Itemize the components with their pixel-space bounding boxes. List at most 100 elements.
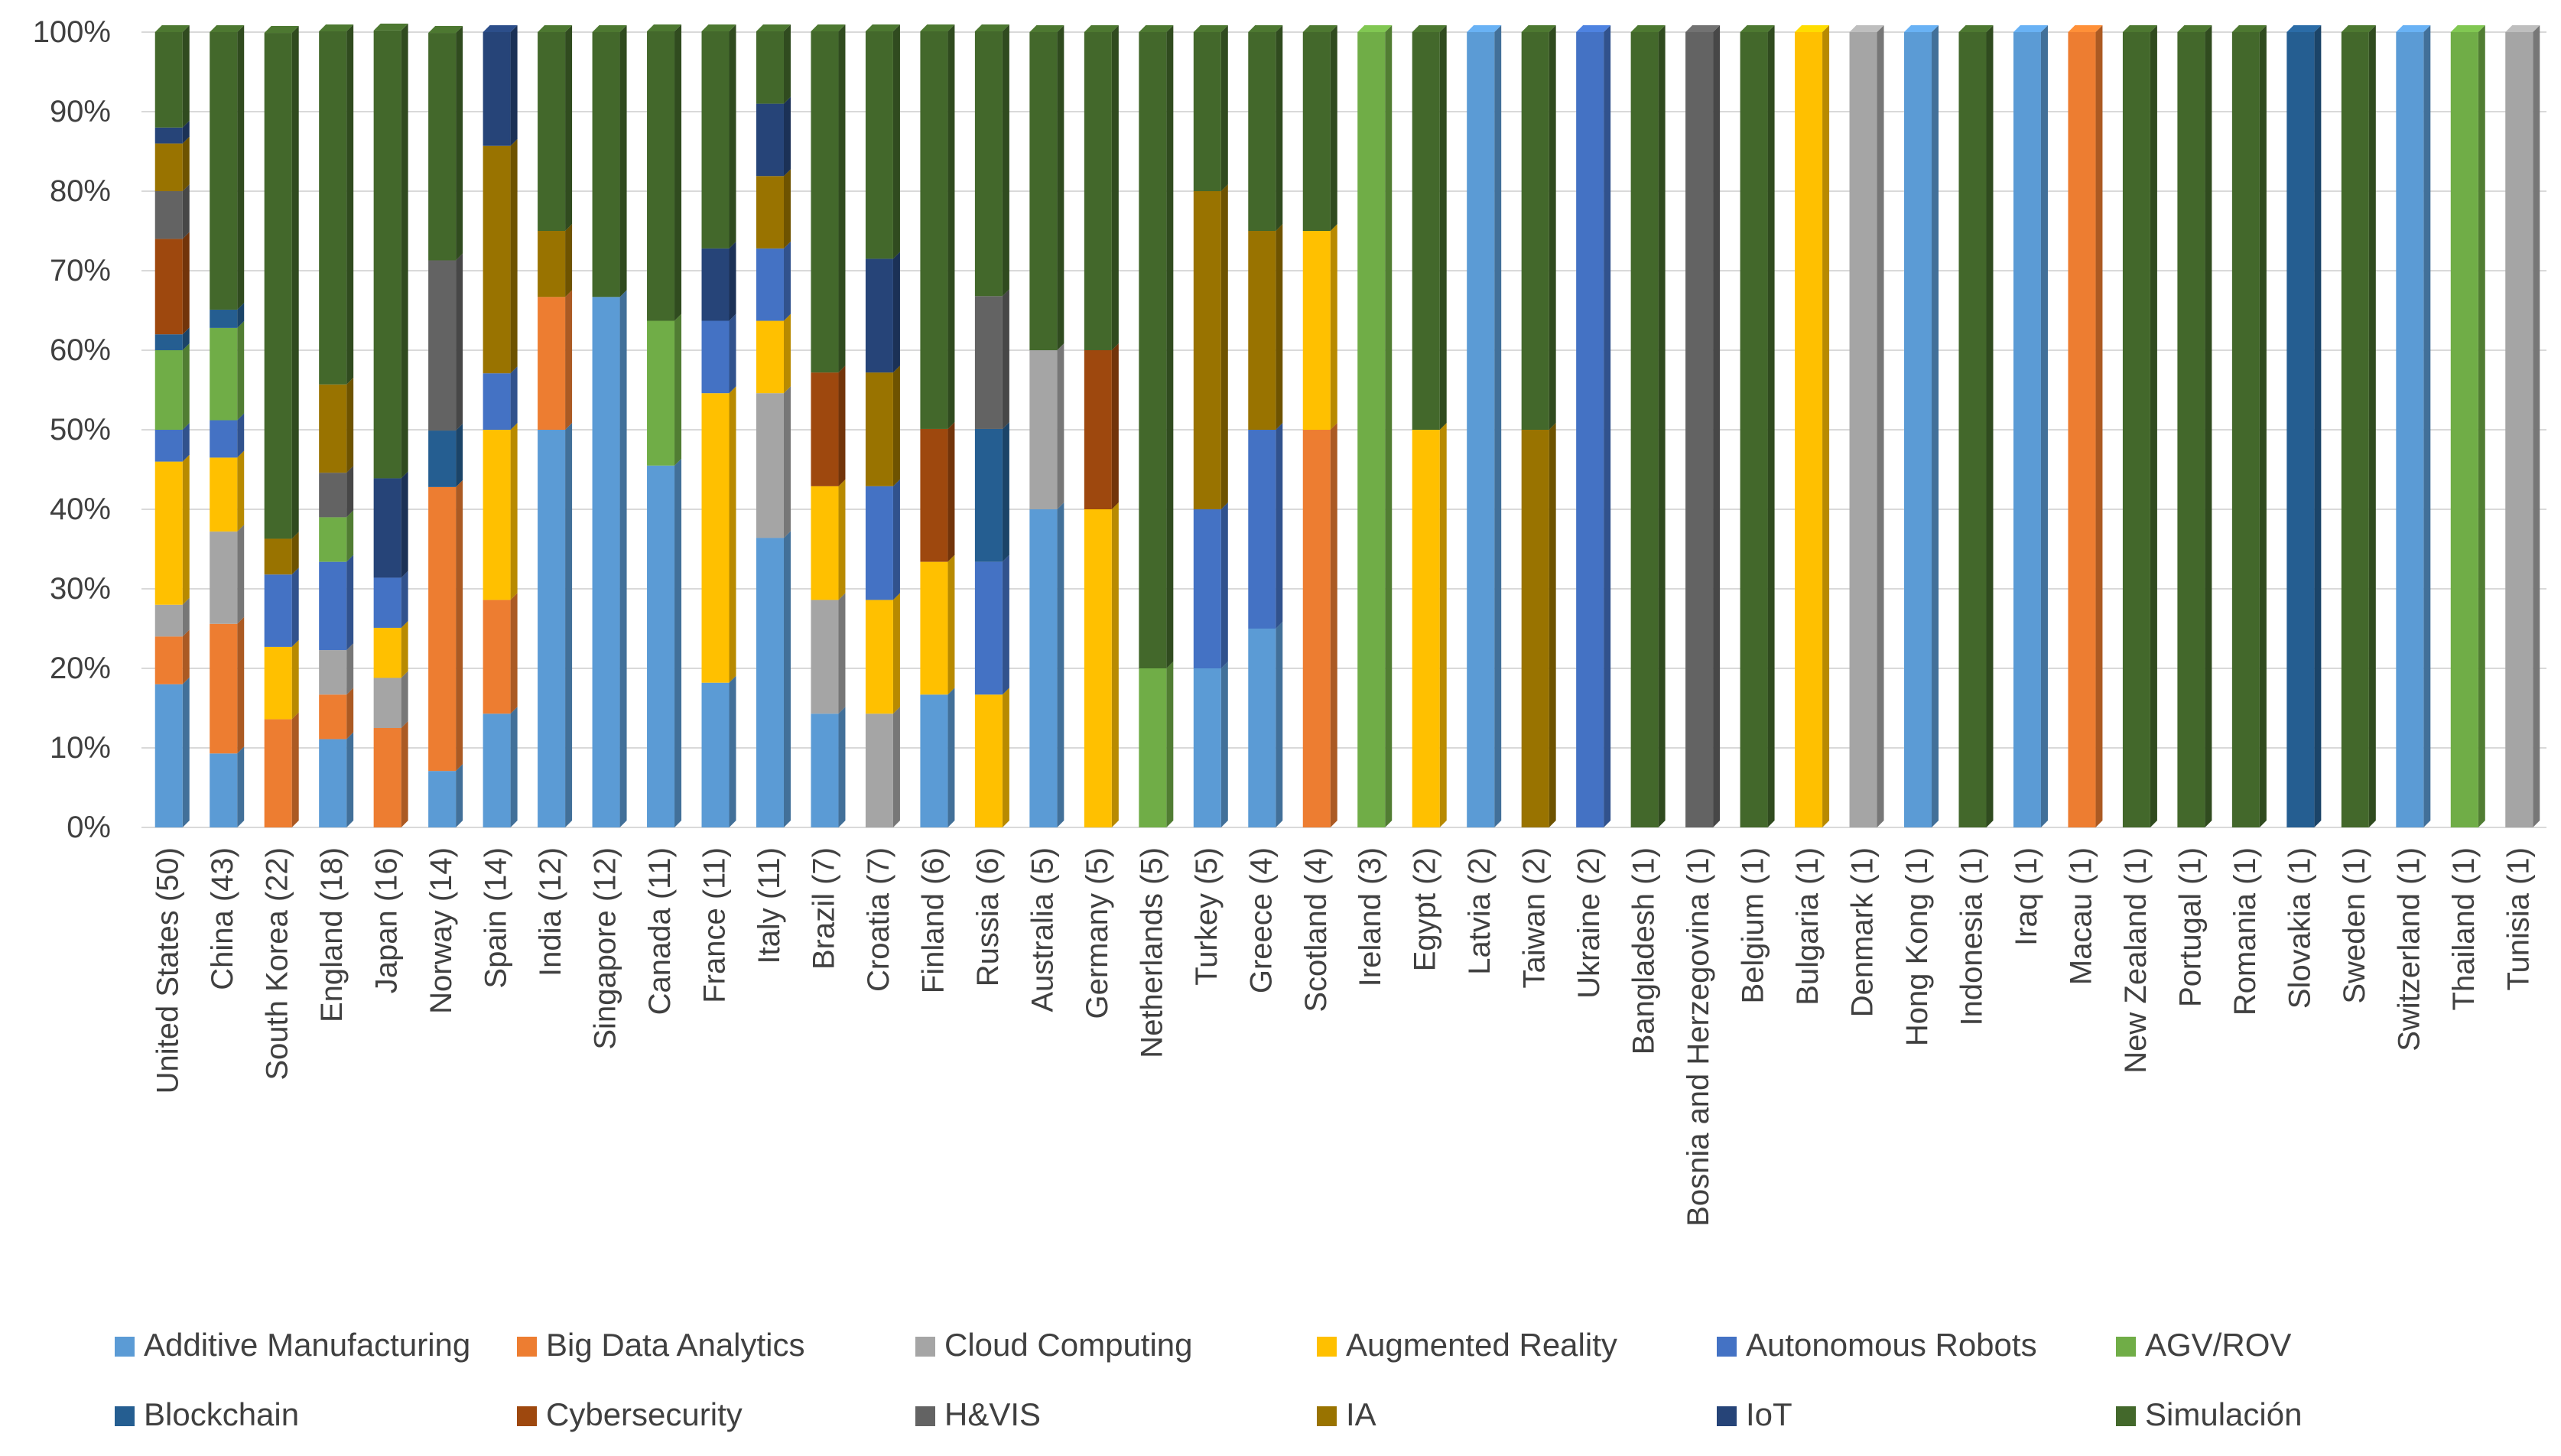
bar-segment-side — [2423, 25, 2431, 827]
bar-segment-iot — [154, 127, 183, 144]
bar-top-face — [974, 24, 1009, 31]
bar-segment-side — [674, 24, 682, 321]
bar-scotland-4 — [1302, 25, 1337, 827]
bar-segment-cloud-computing — [319, 650, 347, 695]
bar-segment-side — [783, 531, 791, 827]
bar-segment-side — [1494, 25, 1502, 827]
bar-top-face — [701, 24, 736, 31]
bar-segment-big-data-analytics — [373, 728, 401, 827]
bar-segment-cybersecurity — [920, 428, 948, 562]
bar-segment-additive-manufacturing — [210, 753, 238, 827]
x-tick-label: Croatia (7) — [862, 847, 895, 992]
bar-segment-side — [1276, 622, 1283, 827]
x-tick-label: Netherlands (5) — [1135, 847, 1168, 1058]
bar-hong-kong-1 — [1904, 25, 1939, 827]
x-tick-label: Egypt (2) — [1409, 847, 1442, 971]
x-tick-label: Russia (6) — [971, 847, 1005, 986]
bar-segment-ia — [154, 143, 183, 191]
bar-segment-side — [1166, 25, 1174, 668]
x-tick-label: England (18) — [315, 847, 349, 1022]
bar-segment-cloud-computing — [154, 604, 183, 637]
legend-item-cybersecurity: Cybersecurity — [517, 1396, 743, 1432]
x-tick-label: Hong Kong (1) — [1900, 847, 1934, 1046]
bar-top-face — [865, 24, 900, 31]
bar-bosnia-and-herzegovina-1 — [1685, 25, 1721, 827]
legend-label: Augmented Reality — [1346, 1327, 1617, 1363]
bar-segment-side — [1111, 25, 1119, 350]
x-tick-label: Spain (14) — [479, 847, 513, 989]
bar-segment-cybersecurity — [1084, 350, 1112, 509]
legend-label: AGV/ROV — [2145, 1327, 2291, 1363]
x-tick-label: Taiwan (2) — [1518, 847, 1552, 989]
x-tick-label: Denmark (1) — [1846, 847, 1880, 1017]
bar-segment-side — [237, 450, 245, 532]
bar-segment-autonomous-robots — [264, 574, 292, 647]
bar-segment-simulaci-n — [1084, 32, 1112, 350]
bar-segment-side — [1658, 25, 1666, 827]
x-tick-label: China (43) — [206, 847, 239, 990]
bar-segment-side — [346, 732, 354, 827]
bar-segment-autonomous-robots — [701, 320, 730, 394]
bar-indonesia-1 — [1958, 25, 1994, 827]
bar-segment-side — [346, 510, 354, 562]
bar-segment-side — [291, 567, 299, 647]
bar-segment-side — [291, 639, 299, 720]
bar-segment-h-vis — [428, 260, 457, 431]
bar-ukraine-2 — [1576, 25, 1611, 827]
bar-taiwan-2 — [1521, 25, 1556, 827]
bar-segment-iot — [483, 32, 511, 146]
bar-segment-side — [1767, 25, 1775, 827]
bar-segment-autonomous-robots — [210, 420, 238, 458]
legend-label: Cloud Computing — [944, 1327, 1193, 1363]
legend-item-agv-rov: AGV/ROV — [2116, 1327, 2291, 1363]
bar-segment-h-vis — [974, 296, 1003, 429]
bar-segment-side — [1385, 25, 1393, 827]
bar-segment-side — [1220, 502, 1228, 668]
bar-segment-autonomous-robots — [1193, 509, 1221, 668]
bar-turkey-5 — [1193, 25, 1228, 827]
bar-segment-side — [1439, 25, 1447, 430]
bar-germany-5 — [1084, 25, 1119, 827]
bar-segment-side — [456, 424, 463, 487]
bar-segment-side — [182, 136, 190, 191]
bar-segment-side — [1604, 25, 1611, 827]
bar-segment-side — [729, 241, 736, 321]
x-tick-label: Belgium (1) — [1737, 847, 1770, 1004]
legend-swatch — [915, 1406, 935, 1426]
bar-top-face — [1302, 25, 1337, 32]
bar-sweden-1 — [2341, 25, 2376, 827]
bar-segment-augmented-reality — [210, 457, 238, 532]
bar-segment-side — [182, 120, 190, 144]
bar-top-face — [1412, 25, 1447, 32]
bar-segment-cloud-computing — [811, 600, 839, 714]
bar-segment-agv-rov — [2450, 32, 2478, 827]
bar-segment-side — [182, 184, 190, 239]
bar-segment-additive-manufacturing — [538, 430, 566, 827]
bar-segment-side — [838, 593, 846, 714]
bar-segment-simulaci-n — [1521, 32, 1549, 430]
bar-segment-side — [729, 675, 736, 827]
x-tick-label: Scotland (4) — [1299, 847, 1333, 1012]
bar-france-11 — [701, 24, 736, 827]
bar-segment-h-vis — [154, 191, 183, 239]
bar-segment-side — [182, 629, 190, 684]
bar-segment-side — [401, 471, 408, 578]
bar-segment-side — [2205, 25, 2212, 827]
x-tick-label: Macau (1) — [2064, 847, 2098, 985]
bar-segment-ia — [1248, 231, 1276, 430]
bar-top-face — [154, 25, 190, 32]
x-tick-label: Iraq (1) — [2010, 847, 2043, 946]
bar-segment-augmented-reality — [1302, 231, 1331, 430]
bar-india-12 — [538, 25, 573, 827]
bar-segment-cloud-computing — [756, 393, 784, 538]
y-tick-label: 70% — [50, 254, 111, 288]
legend-item-augmented-reality: Augmented Reality — [1317, 1327, 1617, 1363]
bar-segment-simulaci-n — [2122, 32, 2150, 827]
bar-segment-agv-rov — [1357, 32, 1386, 827]
bar-segment-side — [1002, 421, 1009, 562]
bar-segment-autonomous-robots — [1576, 32, 1604, 827]
bar-segment-simulaci-n — [811, 31, 839, 373]
bar-segment-simulaci-n — [1630, 32, 1659, 827]
x-tick-label: United States (50) — [151, 847, 185, 1094]
bar-segment-ia — [1193, 191, 1221, 509]
